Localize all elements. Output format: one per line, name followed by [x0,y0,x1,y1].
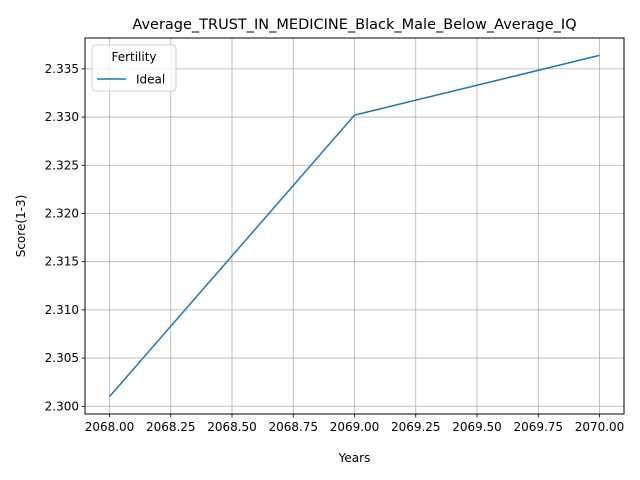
y-tick-label: 2.335 [45,62,79,76]
x-tick-label: 2069.75 [513,420,563,434]
y-tick-label: 2.305 [45,351,79,365]
x-tick-label: 2068.75 [268,420,318,434]
y-tick-label: 2.310 [45,303,79,317]
y-tick-label: 2.300 [45,399,79,413]
legend-entry-ideal: Ideal [136,73,165,87]
x-tick-label: 2068.50 [207,420,257,434]
x-axis-ticks: 2068.00 2068.25 2068.50 2068.75 2069.00 2069.… [85,414,625,434]
x-axis-label: Years [338,451,371,465]
chart-title: Average_TRUST_IN_MEDICINE_Black_Male_Bel… [132,17,576,33]
x-tick-label: 2070.00 [575,420,625,434]
y-axis-ticks: 2.300 2.305 2.310 2.315 2.320 2.325 2.330 2.335 [45,62,85,413]
x-tick-label: 2068.00 [85,420,135,434]
x-tick-label: 2069.25 [391,420,441,434]
legend-title: Fertility [111,50,156,64]
x-tick-label: 2069.00 [330,420,380,434]
y-tick-label: 2.325 [45,158,79,172]
series-layer [108,54,600,398]
y-tick-label: 2.320 [45,206,79,220]
x-tick-label: 2069.50 [452,420,502,434]
x-tick-label: 2068.25 [146,420,196,434]
legend: Fertility Ideal [91,44,177,92]
y-tick-label: 2.330 [45,110,79,124]
y-tick-label: 2.315 [45,255,79,269]
y-axis-label: Score(1-3) [14,195,28,258]
